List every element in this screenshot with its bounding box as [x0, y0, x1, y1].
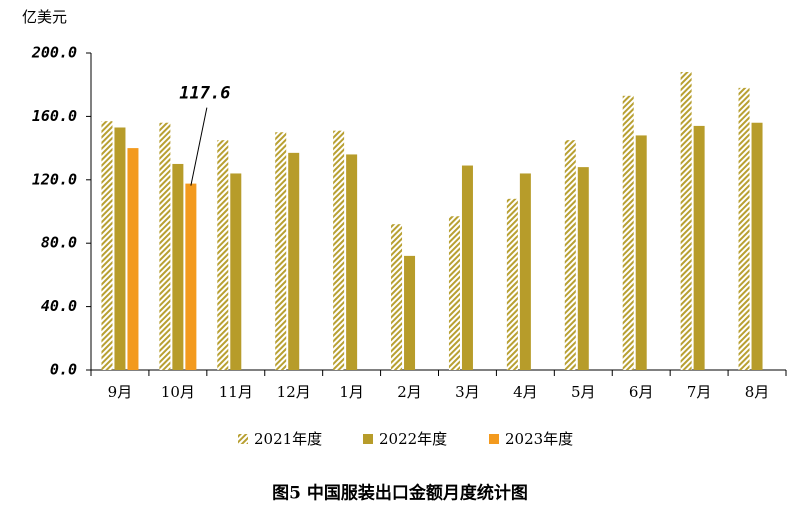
bar: [185, 183, 197, 370]
legend-label: 2022年度: [379, 430, 447, 448]
y-tick-label: 40.0: [41, 297, 77, 315]
data-label: 117.6: [179, 84, 230, 104]
legend-swatch: [238, 434, 248, 444]
x-tick-label: 9月: [108, 383, 133, 401]
bar: [751, 122, 763, 371]
x-tick-label: 3月: [455, 383, 480, 401]
bar: [635, 135, 647, 370]
caption: 图5 中国服装出口金额月度统计图: [272, 483, 528, 504]
bar: [404, 255, 416, 370]
x-tick-label: 4月: [513, 383, 538, 401]
x-tick-label: 7月: [687, 383, 712, 401]
bar: [230, 173, 242, 370]
bar: [461, 165, 473, 370]
bar: [680, 72, 692, 371]
bar: [577, 167, 589, 370]
y-tick-label: 80.0: [41, 234, 77, 252]
legend-label: 2021年度: [254, 430, 322, 448]
bar: [391, 224, 403, 370]
x-tick-label: 1月: [339, 383, 364, 401]
x-tick-label: 12月: [277, 383, 311, 401]
bar: [172, 163, 184, 370]
y-tick-label: 0.0: [50, 361, 77, 379]
bar: [275, 132, 287, 370]
legend-swatch: [489, 434, 499, 444]
bar: [448, 216, 460, 370]
annotation-line: [190, 107, 208, 186]
bar: [622, 95, 634, 371]
x-tick-label: 11月: [219, 383, 253, 401]
y-axis-title: 亿美元: [22, 8, 67, 26]
x-tick-label: 2月: [397, 383, 422, 401]
bar: [346, 154, 358, 370]
x-tick-label: 10月: [161, 383, 195, 401]
legend-label: 2023年度: [505, 430, 573, 448]
y-tick-label: 120.0: [32, 170, 77, 188]
bar: [564, 140, 576, 370]
bar: [127, 148, 139, 370]
bar: [217, 140, 229, 370]
bar: [506, 198, 518, 370]
bar: [333, 130, 345, 370]
bar: [519, 173, 531, 370]
x-tick-label: 5月: [571, 383, 596, 401]
y-tick-label: 160.0: [32, 107, 77, 125]
bar: [693, 125, 705, 370]
bar: [101, 121, 113, 370]
bar: [114, 127, 126, 371]
bar: [288, 152, 300, 370]
y-tick-label: 200.0: [31, 44, 77, 62]
bar: [159, 122, 171, 371]
x-tick-label: 8月: [745, 383, 770, 401]
bar: [738, 87, 750, 371]
legend-swatch: [363, 434, 373, 444]
x-tick-label: 6月: [629, 383, 654, 401]
